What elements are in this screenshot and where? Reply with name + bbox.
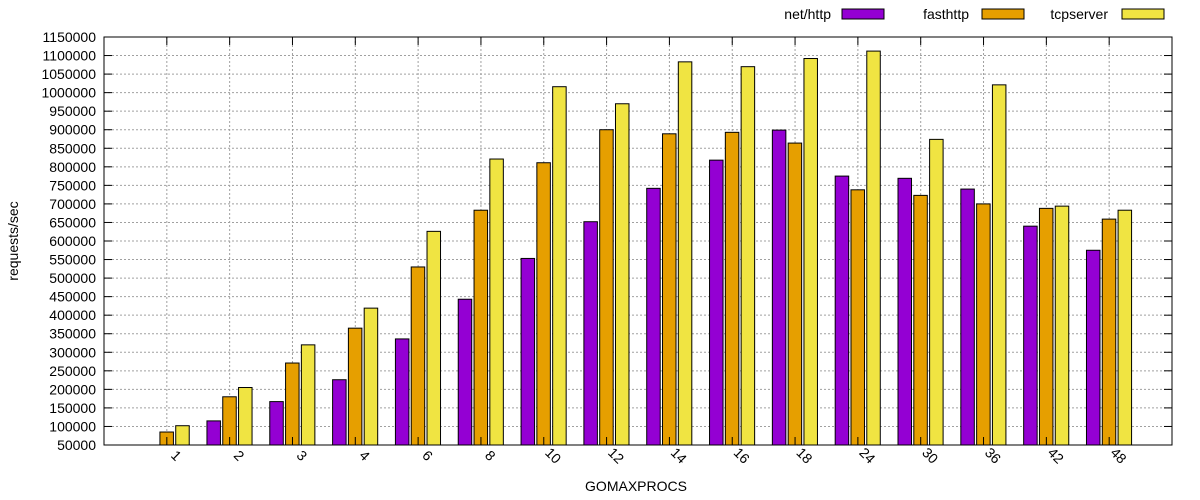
x-tick-label: 14 (668, 444, 690, 466)
bar-nethttp-24 (834, 175, 850, 446)
y-tick-label: 250000 (49, 363, 96, 379)
bar-nethttp-30 (897, 177, 913, 446)
x-tick-label: 18 (793, 444, 815, 466)
y-tick-label: 850000 (49, 140, 96, 156)
bar-nethttp-48 (1085, 249, 1101, 446)
bar-nethttp-3 (269, 401, 284, 446)
x-axis-title: GOMAXPROCS (585, 478, 687, 494)
y-axis: 50000 100000 150000 200000 250000 300000 35000… (41, 29, 1172, 453)
bar-tcpserver-3 (300, 344, 316, 446)
x-tick-label: 8 (482, 447, 499, 464)
bar-fasthttp-18 (787, 142, 803, 446)
bar-nethttp-4 (332, 379, 347, 446)
legend-label: net/http (784, 6, 831, 22)
y-tick-label: 100000 (49, 418, 96, 434)
bar-nethttp-2 (206, 420, 221, 446)
bar-fasthttp-16 (724, 131, 740, 446)
bar-tcpserver-16 (740, 66, 756, 446)
x-tick-label: 10 (542, 444, 564, 466)
bar-tcpserver-36 (991, 84, 1007, 446)
bar-fasthttp-3 (285, 362, 300, 446)
bar-nethttp-36 (960, 188, 975, 446)
x-tick-label: 6 (419, 447, 436, 464)
bar-nethttp-16 (709, 159, 724, 446)
x-tick-label: 24 (856, 444, 878, 466)
y-tick-label: 900000 (49, 122, 96, 138)
bar-nethttp-42 (1023, 225, 1038, 446)
bars-layer (159, 50, 1133, 446)
bar-tcpserver-10 (552, 86, 567, 446)
bar-fasthttp-6 (410, 266, 426, 446)
legend-swatch (981, 8, 1025, 20)
y-tick-label: 50000 (57, 437, 96, 453)
legend-swatch (1121, 8, 1165, 20)
legend-label: fasthttp (923, 6, 969, 22)
bar-tcpserver-42 (1054, 205, 1070, 446)
bar-tcpserver-6 (426, 230, 442, 446)
bar-tcpserver-30 (929, 138, 944, 446)
y-tick-label: 600000 (49, 233, 96, 249)
bar-tcpserver-4 (363, 307, 379, 446)
bar-fasthttp-8 (473, 209, 489, 446)
bar-tcpserver-2 (238, 387, 253, 446)
y-axis-title: requests/sec (5, 201, 21, 280)
x-tick-label: 2 (231, 447, 248, 464)
y-tick-label: 150000 (49, 400, 96, 416)
x-tick-label: 30 (919, 444, 941, 466)
bar-fasthttp-42 (1038, 207, 1054, 446)
bar-fasthttp-24 (850, 189, 865, 446)
bar-fasthttp-4 (347, 327, 363, 446)
y-tick-label: 300000 (49, 344, 96, 360)
x-tick-label: 42 (1045, 444, 1067, 466)
bar-tcpserver-18 (803, 58, 818, 446)
bar-tcpserver-14 (677, 61, 693, 446)
bar-fasthttp-48 (1101, 218, 1117, 446)
y-tick-label: 350000 (49, 326, 96, 342)
bar-nethttp-8 (457, 298, 473, 446)
y-tick-label: 450000 (49, 289, 96, 305)
y-tick-label: 800000 (49, 159, 96, 175)
y-tick-label: 700000 (49, 196, 96, 212)
x-tick-label: 3 (294, 447, 311, 464)
y-tick-label: 200000 (49, 381, 96, 397)
y-tick-label: 750000 (49, 177, 96, 193)
y-tick-label: 1150000 (43, 29, 97, 45)
bar-fasthttp-30 (913, 194, 928, 446)
y-tick-label: 950000 (49, 103, 96, 119)
legend-label: tcpserver (1050, 6, 1108, 22)
bar-fasthttp-10 (536, 162, 551, 446)
legend: net/http fasthttp tcpserver (784, 6, 1165, 22)
y-tick-label: 1050000 (41, 66, 96, 82)
x-tick-label: 4 (356, 447, 373, 464)
bar-fasthttp-36 (976, 203, 991, 446)
y-tick-label: 650000 (49, 214, 96, 230)
bar-nethttp-6 (394, 338, 410, 446)
bar-nethttp-12 (583, 221, 598, 446)
bar-nethttp-18 (771, 129, 787, 446)
x-tick-label: 36 (982, 444, 1004, 466)
legend-swatch (841, 8, 885, 20)
bar-nethttp-10 (520, 257, 536, 446)
y-tick-label: 550000 (49, 252, 96, 268)
bar-nethttp-14 (646, 187, 661, 446)
bar-fasthttp-12 (599, 129, 614, 446)
grid-layer (104, 37, 1172, 445)
bar-tcpserver-24 (866, 50, 881, 446)
bar-tcpserver-48 (1117, 209, 1133, 446)
bar-tcpserver-8 (489, 158, 504, 446)
y-tick-label: 500000 (49, 270, 96, 286)
y-tick-label: 400000 (49, 307, 96, 323)
bar-tcpserver-12 (614, 103, 630, 446)
y-tick-label: 1100000 (43, 48, 97, 64)
x-tick-label: 48 (1108, 444, 1130, 466)
x-tick-label: 1 (168, 447, 185, 464)
bar-fasthttp-14 (662, 133, 677, 446)
bar-tcpserver-1 (175, 425, 190, 446)
x-tick-label: 12 (605, 444, 627, 466)
y-tick-label: 1000000 (41, 85, 96, 101)
x-tick-label: 16 (731, 444, 753, 466)
